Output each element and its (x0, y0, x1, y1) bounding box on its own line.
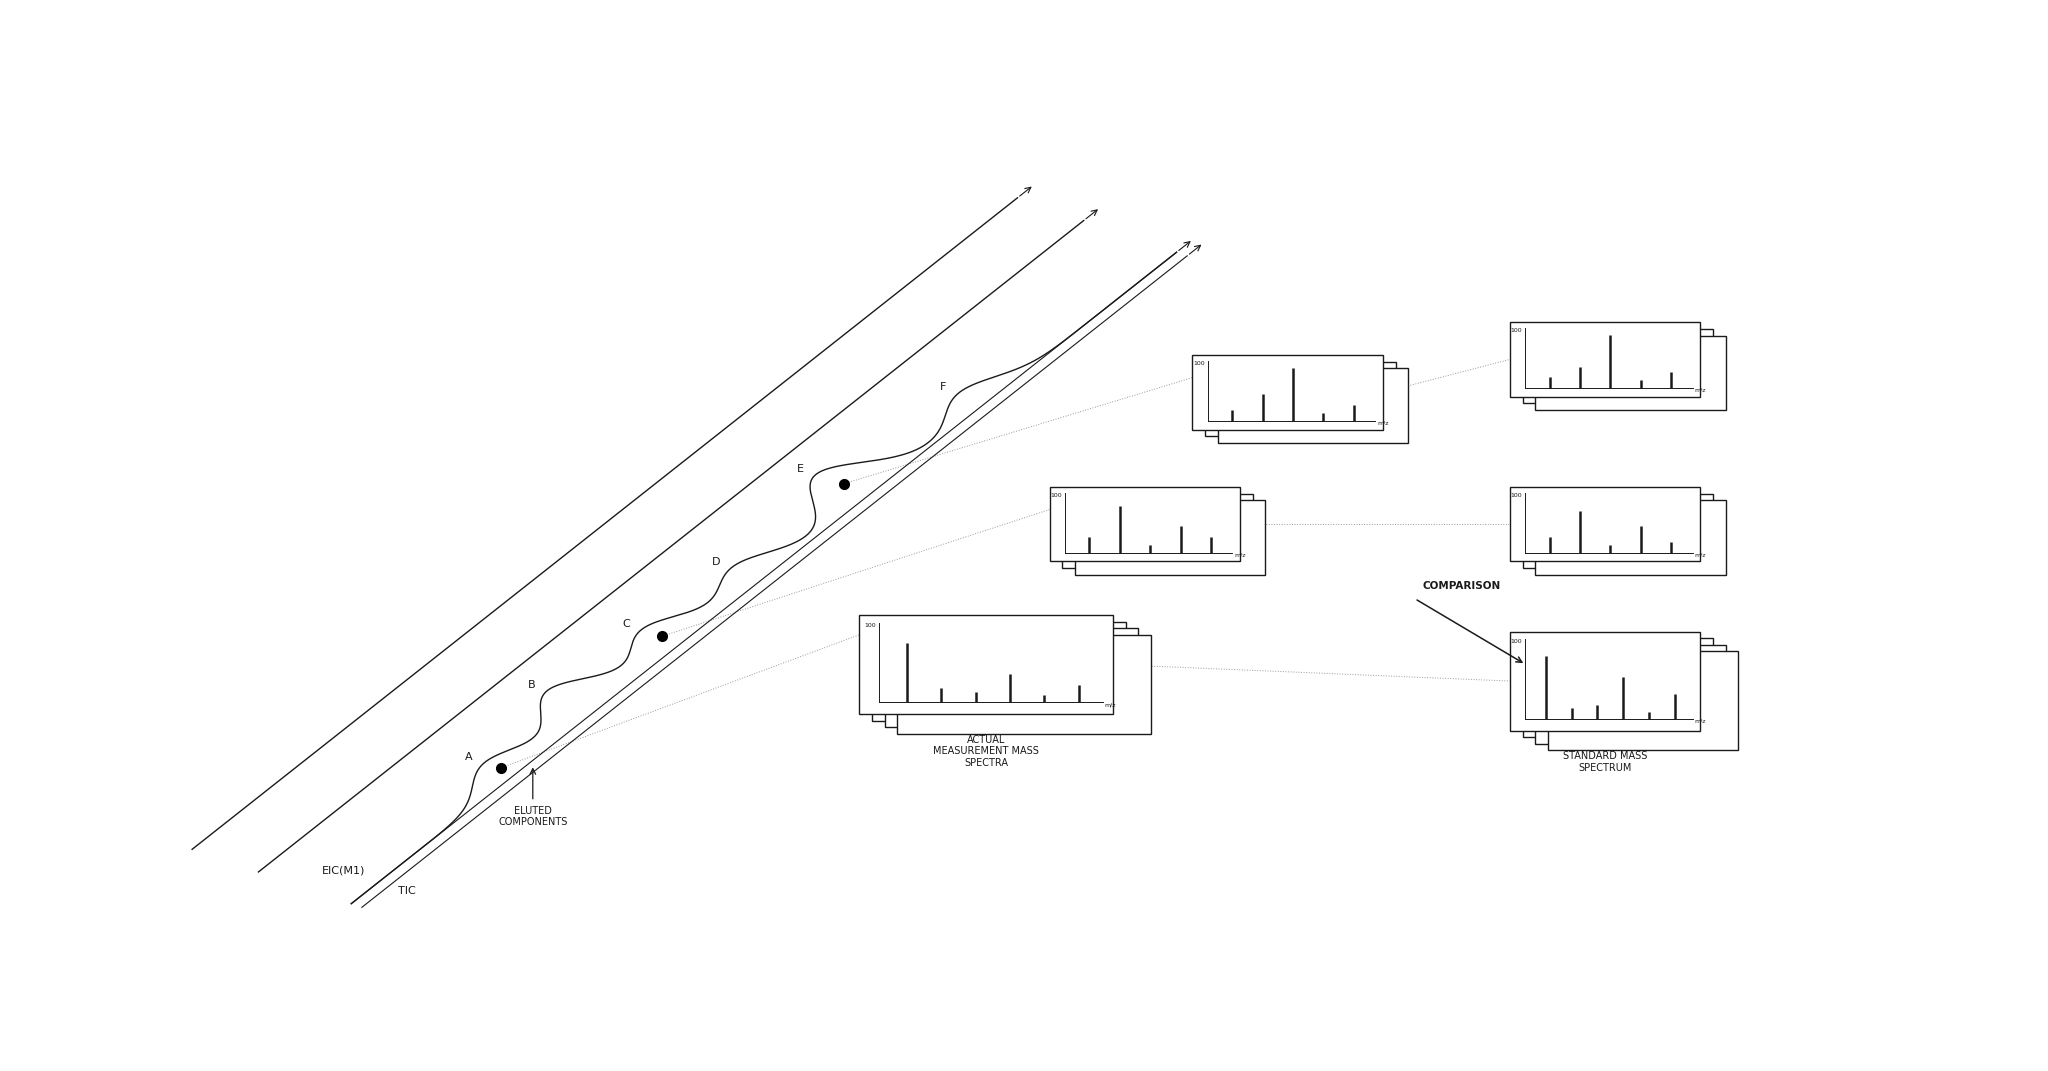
Bar (1204, 362, 1395, 436)
Text: COMPARISON: COMPARISON (1423, 582, 1501, 591)
Bar (1192, 356, 1382, 429)
Bar (1536, 335, 1726, 410)
Bar (1509, 322, 1700, 396)
Bar (1522, 329, 1712, 403)
Bar (860, 615, 1114, 714)
Text: ACTUAL
MEASUREMENT MASS
SPECTRA: ACTUAL MEASUREMENT MASS SPECTRA (934, 735, 1038, 768)
Text: m/z: m/z (1376, 421, 1389, 425)
Text: D: D (713, 557, 721, 567)
Text: A: A (465, 752, 473, 763)
Text: m/z: m/z (1694, 553, 1706, 558)
Text: EIC(M1): EIC(M1) (322, 865, 365, 876)
Bar (1049, 487, 1239, 561)
Text: m/z: m/z (1694, 719, 1706, 724)
Text: m/z: m/z (1235, 553, 1245, 558)
Text: 100: 100 (1051, 493, 1061, 498)
Text: F: F (940, 382, 946, 392)
Bar (885, 629, 1139, 727)
Text: 100: 100 (1509, 493, 1522, 498)
Text: E: E (797, 464, 803, 474)
Text: B: B (528, 680, 535, 691)
Bar (1522, 494, 1712, 568)
Text: C: C (623, 619, 631, 629)
Text: 100: 100 (1509, 639, 1522, 645)
Text: m/z: m/z (1104, 703, 1116, 707)
Text: 100: 100 (1509, 328, 1522, 333)
Text: STANDARD MASS
SPECTRUM: STANDARD MASS SPECTRUM (1563, 751, 1647, 773)
Bar (1509, 632, 1700, 730)
Bar (1509, 487, 1700, 561)
Text: m/z: m/z (1694, 388, 1706, 393)
Bar (1536, 500, 1726, 575)
Bar (872, 621, 1126, 721)
Text: 100: 100 (1192, 361, 1204, 366)
Bar (1219, 368, 1409, 442)
Bar (1536, 645, 1726, 743)
Bar (1548, 651, 1739, 751)
Bar (897, 635, 1151, 734)
Text: TIC: TIC (397, 887, 416, 896)
Text: 100: 100 (864, 623, 877, 628)
Bar (1063, 494, 1253, 568)
Bar (1075, 500, 1266, 575)
Text: ELUTED
COMPONENTS: ELUTED COMPONENTS (498, 805, 567, 827)
Bar (1522, 638, 1712, 737)
